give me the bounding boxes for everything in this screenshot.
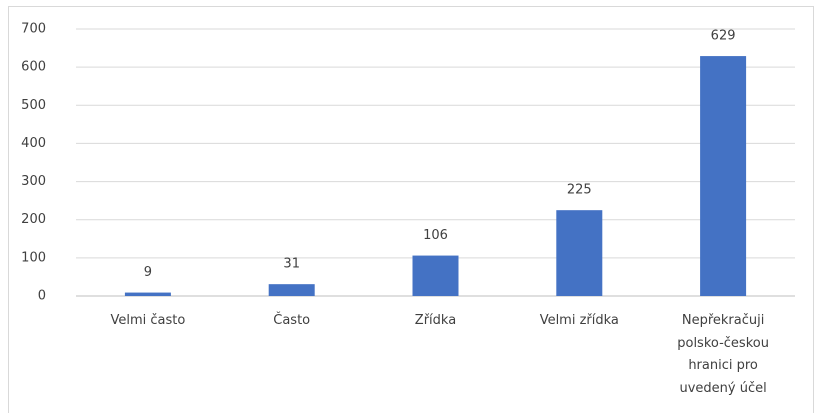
y-tick-label: 500	[21, 98, 46, 113]
y-tick-label: 600	[21, 60, 46, 75]
x-tick-label: Zřídka	[414, 313, 457, 328]
chart-frame	[8, 6, 814, 413]
y-tick-label: 200	[21, 212, 46, 227]
data-label: 106	[423, 228, 448, 243]
y-tick-label: 100	[21, 250, 46, 265]
data-label: 225	[567, 183, 592, 198]
data-label: 629	[711, 29, 736, 44]
bar	[700, 56, 747, 297]
data-label: 9	[144, 265, 152, 280]
y-tick-label: 400	[21, 136, 46, 151]
bar	[268, 284, 315, 296]
data-label: 31	[283, 257, 300, 272]
y-tick-label: 300	[21, 174, 46, 189]
y-tick-label: 0	[38, 289, 46, 304]
bar	[556, 210, 603, 296]
x-tick-label: Velmi zřídka	[539, 313, 619, 328]
bar	[124, 292, 171, 296]
x-tick-label: Velmi často	[110, 313, 186, 328]
bar	[412, 255, 459, 296]
x-tick-label: Nepřekračuji polsko-českou hranici pro u…	[677, 313, 769, 396]
x-tick-label: Často	[273, 313, 311, 328]
y-tick-label: 700	[21, 22, 46, 37]
